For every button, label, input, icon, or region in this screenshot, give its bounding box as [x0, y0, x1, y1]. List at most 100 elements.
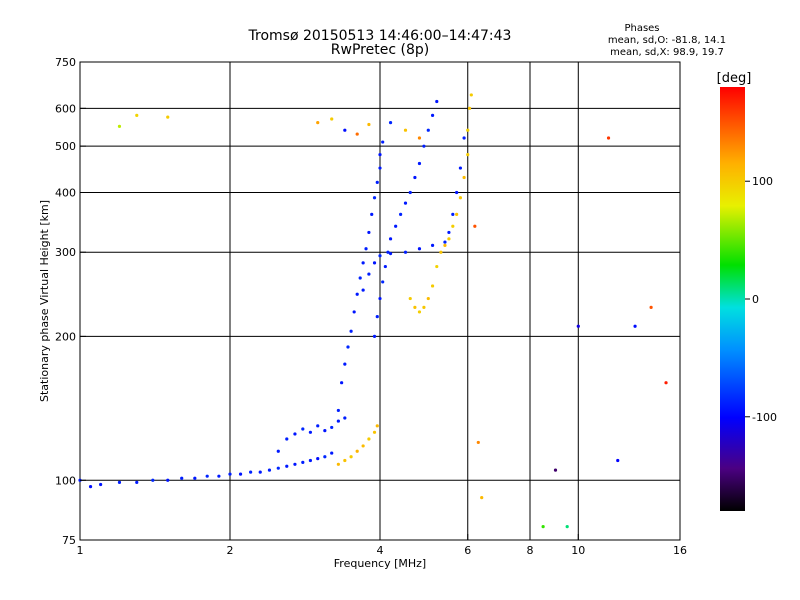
data-point [316, 424, 320, 428]
data-point [388, 121, 393, 125]
data-point [349, 455, 353, 459]
data-point [417, 136, 422, 140]
data-point [117, 124, 122, 128]
data-point [458, 166, 463, 170]
data-point [383, 264, 387, 269]
data-point [249, 470, 253, 474]
data-point [469, 93, 473, 97]
data-point [343, 128, 347, 132]
data-point [381, 280, 385, 284]
data-point [276, 449, 280, 453]
data-point [403, 250, 408, 254]
data-point [364, 247, 368, 251]
data-point [466, 153, 470, 157]
data-point [451, 224, 455, 228]
data-point [293, 462, 297, 466]
data-point [180, 476, 184, 480]
data-point [258, 470, 262, 474]
colorbar-tick-label: 0 [752, 293, 759, 306]
data-point [576, 324, 580, 328]
data-point [553, 468, 558, 472]
data-point [417, 310, 422, 314]
x-tick-label: 16 [673, 544, 687, 557]
data-point [426, 296, 430, 301]
data-point [649, 305, 653, 309]
data-point [403, 201, 408, 205]
data-point [443, 240, 447, 244]
data-point [388, 252, 393, 256]
data-point [375, 315, 379, 319]
data-point [455, 190, 459, 195]
data-point [330, 117, 334, 121]
data-point [166, 115, 170, 119]
x-tick-label: 6 [464, 544, 471, 557]
data-point [285, 464, 289, 468]
x-tick-label: 4 [377, 544, 384, 557]
data-point [386, 250, 390, 254]
colorbar-label: [deg] [717, 71, 752, 86]
data-point [375, 180, 379, 184]
x-tick-label: 1 [77, 544, 84, 557]
data-point [467, 106, 472, 110]
data-point [285, 437, 289, 441]
data-point [417, 161, 422, 166]
colorbar: [deg] 100 0 -100 [717, 71, 777, 511]
data-point [301, 460, 305, 464]
data-point [193, 476, 197, 480]
y-tick-label: 600 [55, 102, 76, 115]
plot-area: 1 2 4 6 8 10 16 75 100 200 300 400 500 600 750 [55, 56, 687, 557]
data-point [276, 466, 280, 470]
x-axis-ticks: 1 2 4 6 8 10 16 [77, 534, 687, 557]
y-tick-label: 100 [55, 474, 76, 487]
data-point [99, 482, 103, 487]
data-point [228, 472, 232, 476]
colorbar-tick-label: -100 [752, 411, 777, 424]
data-point [439, 250, 443, 254]
data-point [336, 408, 340, 413]
data-point [330, 425, 334, 430]
data-point [217, 474, 221, 478]
colorbar-tick-label: 100 [752, 175, 773, 188]
data-point [458, 196, 463, 200]
data-point [430, 113, 435, 117]
colorbar-scale [720, 87, 745, 511]
data-point [378, 153, 382, 157]
data-point [135, 480, 139, 484]
data-point [378, 296, 382, 301]
data-point [238, 472, 243, 476]
data-point [372, 196, 377, 200]
chart-subtitle: RwPretec (8p) [331, 42, 429, 58]
gridlines [80, 62, 680, 540]
data-point [135, 113, 139, 117]
phase-stats-x: mean, sd,X: 98.9, 19.7 [610, 47, 724, 58]
data-point [355, 132, 359, 136]
data-point [367, 230, 371, 235]
x-tick-label: 10 [571, 544, 585, 557]
data-point [301, 427, 305, 431]
data-point [430, 284, 435, 288]
data-point [422, 305, 426, 309]
x-tick-label: 8 [527, 544, 534, 557]
data-point [151, 478, 155, 482]
data-point [372, 261, 377, 265]
data-point [455, 212, 459, 216]
chart-title: Tromsø 20150513 14:46:00–14:47:43 [248, 28, 512, 44]
data-point [435, 264, 439, 269]
data-point [308, 430, 313, 434]
data-point [361, 444, 365, 448]
data-point [422, 144, 426, 148]
data-point [413, 175, 417, 180]
data-point [352, 310, 356, 314]
data-point [466, 128, 470, 132]
data-point [476, 440, 480, 445]
data-point [372, 430, 377, 434]
data-point [205, 474, 209, 478]
data-point [565, 525, 569, 529]
data-point [367, 272, 371, 276]
data-point [447, 237, 451, 241]
data-point [166, 478, 170, 482]
data-point [462, 136, 466, 140]
x-axis-label: Frequency [MHz] [334, 557, 426, 570]
data-point [443, 243, 447, 248]
